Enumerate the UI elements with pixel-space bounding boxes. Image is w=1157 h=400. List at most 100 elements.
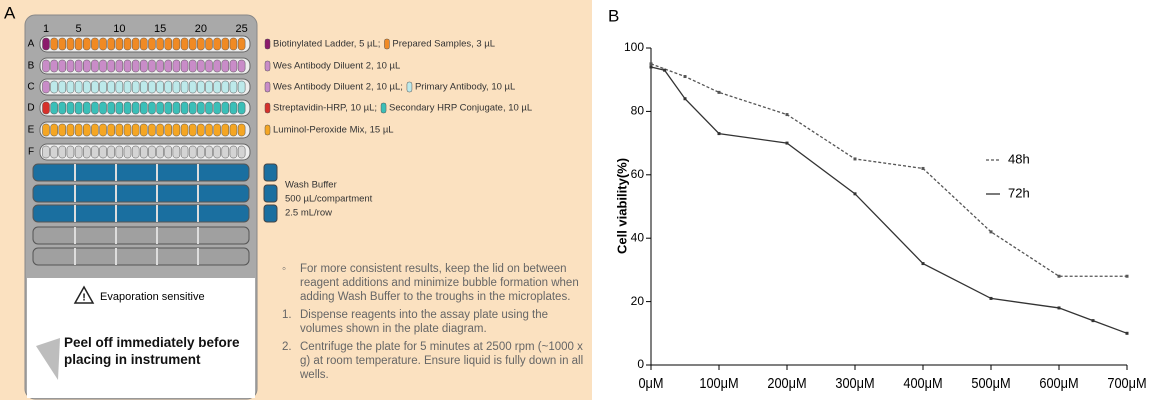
point xyxy=(1058,306,1061,309)
well xyxy=(132,124,139,136)
legend-text: Secondary HRP Conjugate, 10 µL xyxy=(389,103,532,114)
well xyxy=(157,146,164,158)
point xyxy=(990,230,993,233)
point xyxy=(922,262,925,265)
point xyxy=(718,91,721,94)
well xyxy=(197,146,204,158)
well xyxy=(230,81,237,93)
well xyxy=(230,60,237,72)
well xyxy=(100,81,107,93)
trough xyxy=(33,205,249,222)
point xyxy=(650,66,653,69)
well xyxy=(230,38,237,50)
x-tick-label: 200μM xyxy=(767,374,806,391)
y-tick-label: 80 xyxy=(631,104,645,118)
legend-swatch xyxy=(384,39,389,49)
well xyxy=(189,102,196,114)
well xyxy=(91,60,98,72)
well xyxy=(124,102,131,114)
well xyxy=(197,102,204,114)
column-number: 25 xyxy=(235,23,247,35)
x-tick-label: 700μM xyxy=(1107,374,1146,391)
point xyxy=(684,75,687,78)
x-tick-label: 500μM xyxy=(971,374,1010,391)
well xyxy=(59,146,66,158)
well xyxy=(140,124,147,136)
note: 1.Dispense reagents into the assay plate… xyxy=(282,308,587,336)
well xyxy=(43,60,50,72)
well xyxy=(157,38,164,50)
legend-text: Primary Antibody, 10 µL xyxy=(415,82,515,93)
column-number: 20 xyxy=(195,23,207,35)
well xyxy=(173,38,180,50)
well xyxy=(67,60,74,72)
well xyxy=(132,81,139,93)
well xyxy=(43,124,50,136)
well xyxy=(51,38,58,50)
well xyxy=(83,102,90,114)
well xyxy=(91,38,98,50)
well xyxy=(43,38,50,50)
well xyxy=(148,124,155,136)
well xyxy=(238,38,245,50)
well xyxy=(230,124,237,136)
legend-text: 2.5 mL/row xyxy=(285,208,332,219)
well xyxy=(181,124,188,136)
note-number: 1. xyxy=(282,308,300,336)
well xyxy=(181,102,188,114)
well xyxy=(51,146,58,158)
well xyxy=(214,81,221,93)
panel-label: A xyxy=(4,3,16,22)
well xyxy=(206,102,213,114)
note-text: For more consistent results, keep the li… xyxy=(300,262,587,304)
row-label: C xyxy=(27,82,34,93)
well xyxy=(83,124,90,136)
line xyxy=(651,64,1127,276)
point xyxy=(650,62,653,65)
note: 2.Centrifuge the plate for 5 minutes at … xyxy=(282,340,587,382)
point xyxy=(1058,275,1061,278)
column-number: 1 xyxy=(43,23,49,35)
well xyxy=(173,81,180,93)
row-label: A xyxy=(28,39,35,50)
y-tick-label: 100 xyxy=(624,40,644,54)
well xyxy=(181,146,188,158)
well xyxy=(206,60,213,72)
well xyxy=(148,81,155,93)
well xyxy=(124,146,131,158)
well xyxy=(108,38,115,50)
well xyxy=(116,146,123,158)
legend-text: Wash Buffer xyxy=(285,180,337,191)
well xyxy=(132,146,139,158)
note-number: ◦ xyxy=(282,262,300,304)
well xyxy=(59,81,66,93)
well xyxy=(222,81,229,93)
well xyxy=(214,102,221,114)
well xyxy=(91,102,98,114)
legend-swatch xyxy=(265,61,270,71)
well xyxy=(165,60,172,72)
y-axis-label: Cell viability(%) xyxy=(614,158,629,254)
well xyxy=(189,124,196,136)
point xyxy=(1092,319,1095,322)
well xyxy=(43,102,50,114)
row-label: F xyxy=(28,147,34,158)
point xyxy=(718,132,721,135)
well xyxy=(238,60,245,72)
notes: ◦For more consistent results, keep the l… xyxy=(282,262,587,386)
legend-swatch xyxy=(381,103,386,113)
x-tick-label: 600μM xyxy=(1039,374,1078,391)
peel-text: Peel off immediately before placing in i… xyxy=(64,334,249,368)
well xyxy=(214,146,221,158)
well xyxy=(148,102,155,114)
well xyxy=(132,60,139,72)
well xyxy=(173,60,180,72)
well xyxy=(116,60,123,72)
well xyxy=(116,124,123,136)
well xyxy=(165,81,172,93)
well xyxy=(91,146,98,158)
well xyxy=(148,38,155,50)
well xyxy=(238,124,245,136)
well xyxy=(43,81,50,93)
y-tick-label: 40 xyxy=(631,230,645,244)
